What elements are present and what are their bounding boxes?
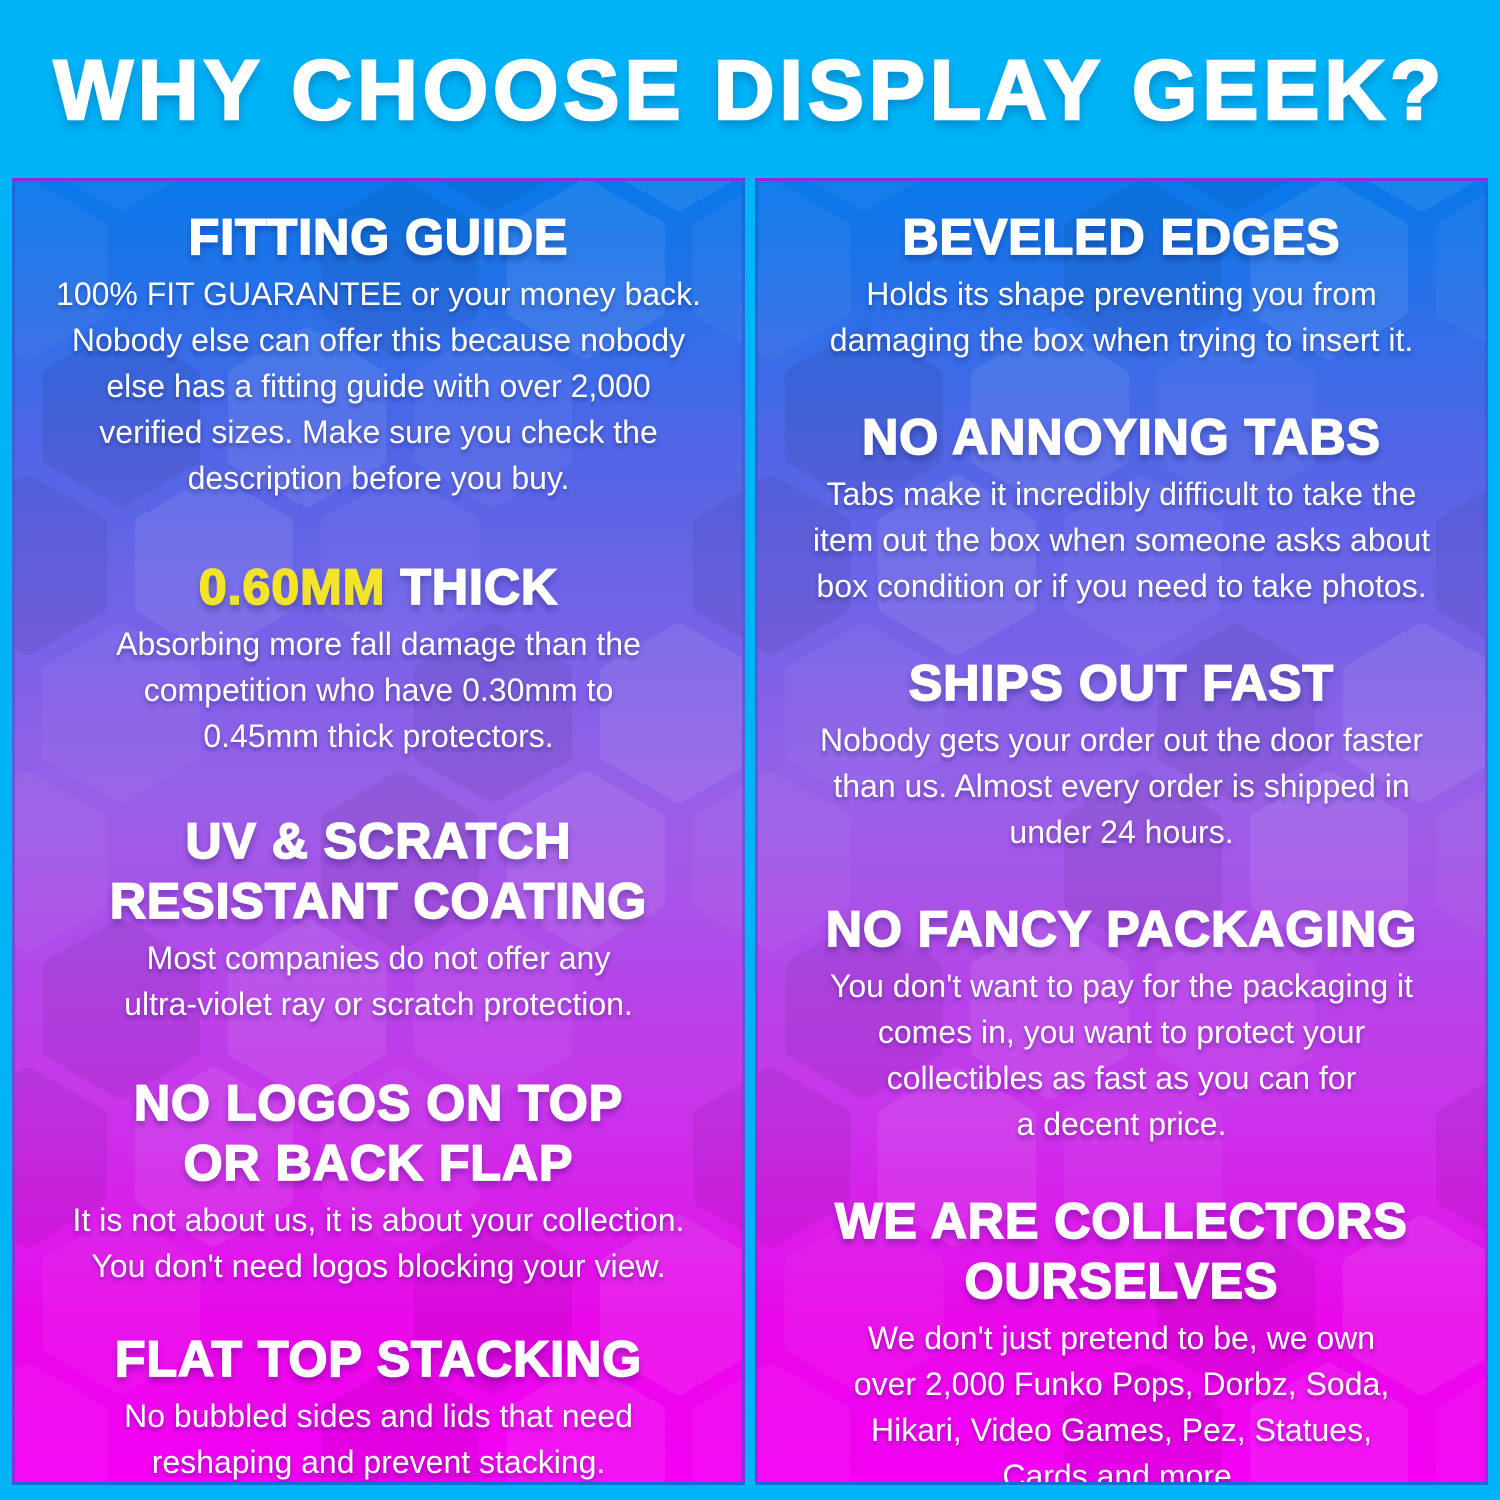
- body-line: than us. Almost every order is shipped i…: [833, 768, 1410, 804]
- body-line: Cards and more.: [1002, 1458, 1241, 1485]
- heading-line: NO ANNOYING TABS: [861, 408, 1381, 466]
- thickness-highlight: 0.60MM: [198, 558, 386, 616]
- feature-section-no-packaging: NO FANCY PACKAGING You don't want to pay…: [758, 899, 1485, 1147]
- feature-body: You don't want to pay for the packaging …: [758, 963, 1485, 1147]
- heading-line: OURSELVES: [964, 1252, 1279, 1310]
- body-line: Nobody gets your order out the door fast…: [819, 722, 1423, 758]
- right-panel-content: BEVELED EDGES Holds its shape preventing…: [758, 181, 1485, 1485]
- body-line: 0.45mm thick protectors.: [203, 718, 554, 754]
- body-line: Nobody else can offer this because nobod…: [71, 322, 686, 358]
- right-panel: BEVELED EDGES Holds its shape preventing…: [755, 178, 1488, 1485]
- heading-line: NO FANCY PACKAGING: [825, 900, 1418, 958]
- body-line: competition who have 0.30mm to: [143, 672, 614, 708]
- left-panel-content: FITTING GUIDE 100% FIT GUARANTEE or your…: [15, 181, 742, 1482]
- body-line: ultra-violet ray or scratch protection.: [124, 986, 633, 1022]
- body-line: under 24 hours.: [1009, 814, 1234, 850]
- body-line: Most companies do not offer any: [146, 940, 611, 976]
- feature-heading: NO FANCY PACKAGING: [758, 899, 1485, 959]
- body-line: else has a fitting guide with over 2,000: [106, 368, 651, 404]
- feature-heading: 0.60MM THICK: [15, 557, 742, 617]
- feature-section-thickness: 0.60MM THICK Absorbing more fall damage …: [15, 557, 742, 759]
- feature-section-uv-coating: UV & SCRATCH RESISTANT COATING Most comp…: [15, 811, 742, 1027]
- body-line: It is not about us, it is about your col…: [72, 1202, 685, 1238]
- body-line: verified sizes. Make sure you check the: [99, 414, 658, 450]
- body-line: damaging the box when trying to insert i…: [829, 322, 1414, 358]
- feature-heading: FITTING GUIDE: [15, 207, 742, 267]
- body-line: description before you buy.: [187, 460, 570, 496]
- body-line: reshaping and prevent stacking.: [151, 1444, 606, 1480]
- body-line: 100% FIT GUARANTEE or your money back.: [56, 276, 701, 312]
- feature-heading: FLAT TOP STACKING: [15, 1329, 742, 1389]
- feature-body: It is not about us, it is about your col…: [15, 1197, 742, 1289]
- panels-row: FITTING GUIDE 100% FIT GUARANTEE or your…: [0, 178, 1500, 1485]
- feature-section-ships-fast: SHIPS OUT FAST Nobody gets your order ou…: [758, 653, 1485, 855]
- body-line: over 2,000 Funko Pops, Dorbz, Soda,: [853, 1366, 1390, 1402]
- page-title: WHY CHOOSE DISPLAY GEEK?: [52, 42, 1447, 139]
- feature-heading: UV & SCRATCH RESISTANT COATING: [15, 811, 742, 931]
- body-line: No bubbled sides and lids that need: [124, 1398, 633, 1434]
- heading-line: 0.60MM THICK: [15, 557, 742, 617]
- feature-section-collectors: WE ARE COLLECTORS OURSELVES We don't jus…: [758, 1191, 1485, 1485]
- heading-line: BEVELED EDGES: [902, 208, 1341, 266]
- feature-body: Tabs make it incredibly difficult to tak…: [758, 471, 1485, 609]
- feature-body: Most companies do not offer any ultra-vi…: [15, 935, 742, 1027]
- feature-section-no-tabs: NO ANNOYING TABS Tabs make it incredibly…: [758, 407, 1485, 609]
- body-line: Absorbing more fall damage than the: [116, 626, 641, 662]
- heading-line: NO LOGOS ON TOP: [133, 1074, 624, 1132]
- feature-body: Nobody gets your order out the door fast…: [758, 717, 1485, 855]
- body-line: Holds its shape preventing you from: [866, 276, 1377, 312]
- thickness-rest: THICK: [399, 558, 559, 616]
- heading-line: SHIPS OUT FAST: [908, 654, 1335, 712]
- heading-line: UV & SCRATCH: [185, 812, 572, 870]
- heading-line: FITTING GUIDE: [188, 208, 569, 266]
- feature-heading: NO LOGOS ON TOP OR BACK FLAP: [15, 1073, 742, 1193]
- heading-line: FLAT TOP STACKING: [114, 1330, 643, 1388]
- feature-body: Absorbing more fall damage than the comp…: [15, 621, 742, 759]
- body-line: item out the box when someone asks about: [812, 522, 1431, 558]
- feature-heading: BEVELED EDGES: [758, 207, 1485, 267]
- body-line: Hikari, Video Games, Pez, Statues,: [871, 1412, 1372, 1448]
- body-line: You don't need logos blocking your view.: [91, 1248, 666, 1284]
- feature-body: Holds its shape preventing you from dama…: [758, 271, 1485, 363]
- heading-line: WE ARE COLLECTORS: [834, 1192, 1408, 1250]
- left-panel: FITTING GUIDE 100% FIT GUARANTEE or your…: [12, 178, 745, 1485]
- heading-line: OR BACK FLAP: [183, 1134, 574, 1192]
- body-line: comes in, you want to protect your: [877, 1014, 1366, 1050]
- body-line: Tabs make it incredibly difficult to tak…: [826, 476, 1417, 512]
- feature-body: 100% FIT GUARANTEE or your money back. N…: [15, 271, 742, 501]
- feature-heading: WE ARE COLLECTORS OURSELVES: [758, 1191, 1485, 1311]
- body-line: a decent price.: [1016, 1106, 1227, 1142]
- body-line: We don't just pretend to be, we own: [867, 1320, 1376, 1356]
- feature-section-flat-top: FLAT TOP STACKING No bubbled sides and l…: [15, 1329, 742, 1482]
- body-line: You don't want to pay for the packaging …: [829, 968, 1414, 1004]
- body-line: box condition or if you need to take pho…: [816, 568, 1427, 604]
- feature-body: We don't just pretend to be, we own over…: [758, 1315, 1485, 1485]
- body-line: collectibles as fast as you can for: [886, 1060, 1357, 1096]
- feature-heading: SHIPS OUT FAST: [758, 653, 1485, 713]
- feature-heading: NO ANNOYING TABS: [758, 407, 1485, 467]
- feature-section-beveled-edges: BEVELED EDGES Holds its shape preventing…: [758, 207, 1485, 363]
- heading-line: RESISTANT COATING: [109, 872, 648, 930]
- feature-section-fitting-guide: FITTING GUIDE 100% FIT GUARANTEE or your…: [15, 207, 742, 501]
- feature-body: No bubbled sides and lids that need resh…: [15, 1393, 742, 1482]
- feature-section-no-logos: NO LOGOS ON TOP OR BACK FLAP It is not a…: [15, 1073, 742, 1289]
